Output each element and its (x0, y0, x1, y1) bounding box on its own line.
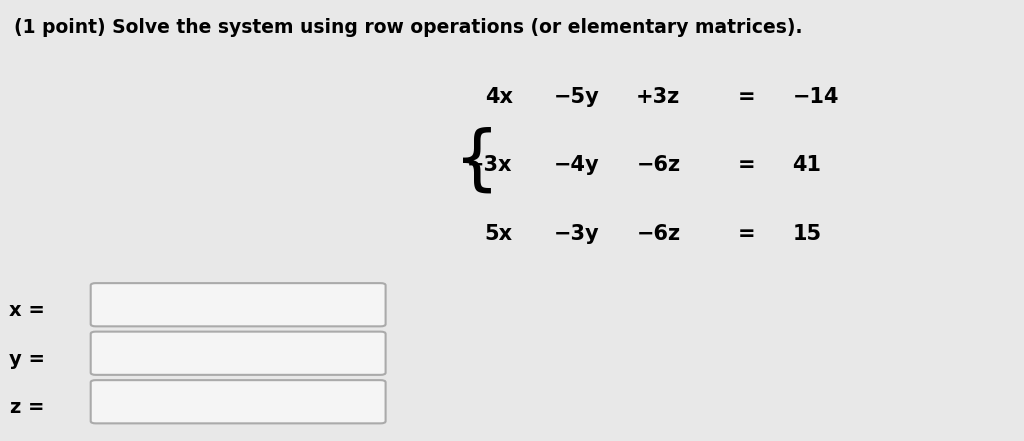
Text: (1 point) Solve the system using row operations (or elementary matrices).: (1 point) Solve the system using row ope… (14, 18, 803, 37)
Text: 15: 15 (793, 224, 821, 244)
Text: y =: y = (9, 350, 45, 369)
Text: 4x: 4x (484, 87, 513, 107)
Text: {: { (454, 127, 500, 195)
Text: 41: 41 (793, 155, 821, 176)
Text: x =: x = (9, 301, 45, 321)
Text: =: = (737, 224, 756, 244)
Text: −3x: −3x (467, 155, 513, 176)
FancyBboxPatch shape (91, 332, 386, 375)
Text: −6z: −6z (636, 224, 681, 244)
Text: =: = (737, 87, 756, 107)
Text: −14: −14 (793, 87, 839, 107)
FancyBboxPatch shape (91, 283, 386, 326)
FancyBboxPatch shape (91, 380, 386, 423)
Text: −5y: −5y (553, 87, 599, 107)
Text: −3y: −3y (554, 224, 599, 244)
Text: −6z: −6z (636, 155, 681, 176)
Text: =: = (737, 155, 756, 176)
Text: z =: z = (10, 398, 45, 418)
Text: −4y: −4y (554, 155, 599, 176)
Text: 5x: 5x (484, 224, 513, 244)
Text: +3z: +3z (636, 87, 681, 107)
